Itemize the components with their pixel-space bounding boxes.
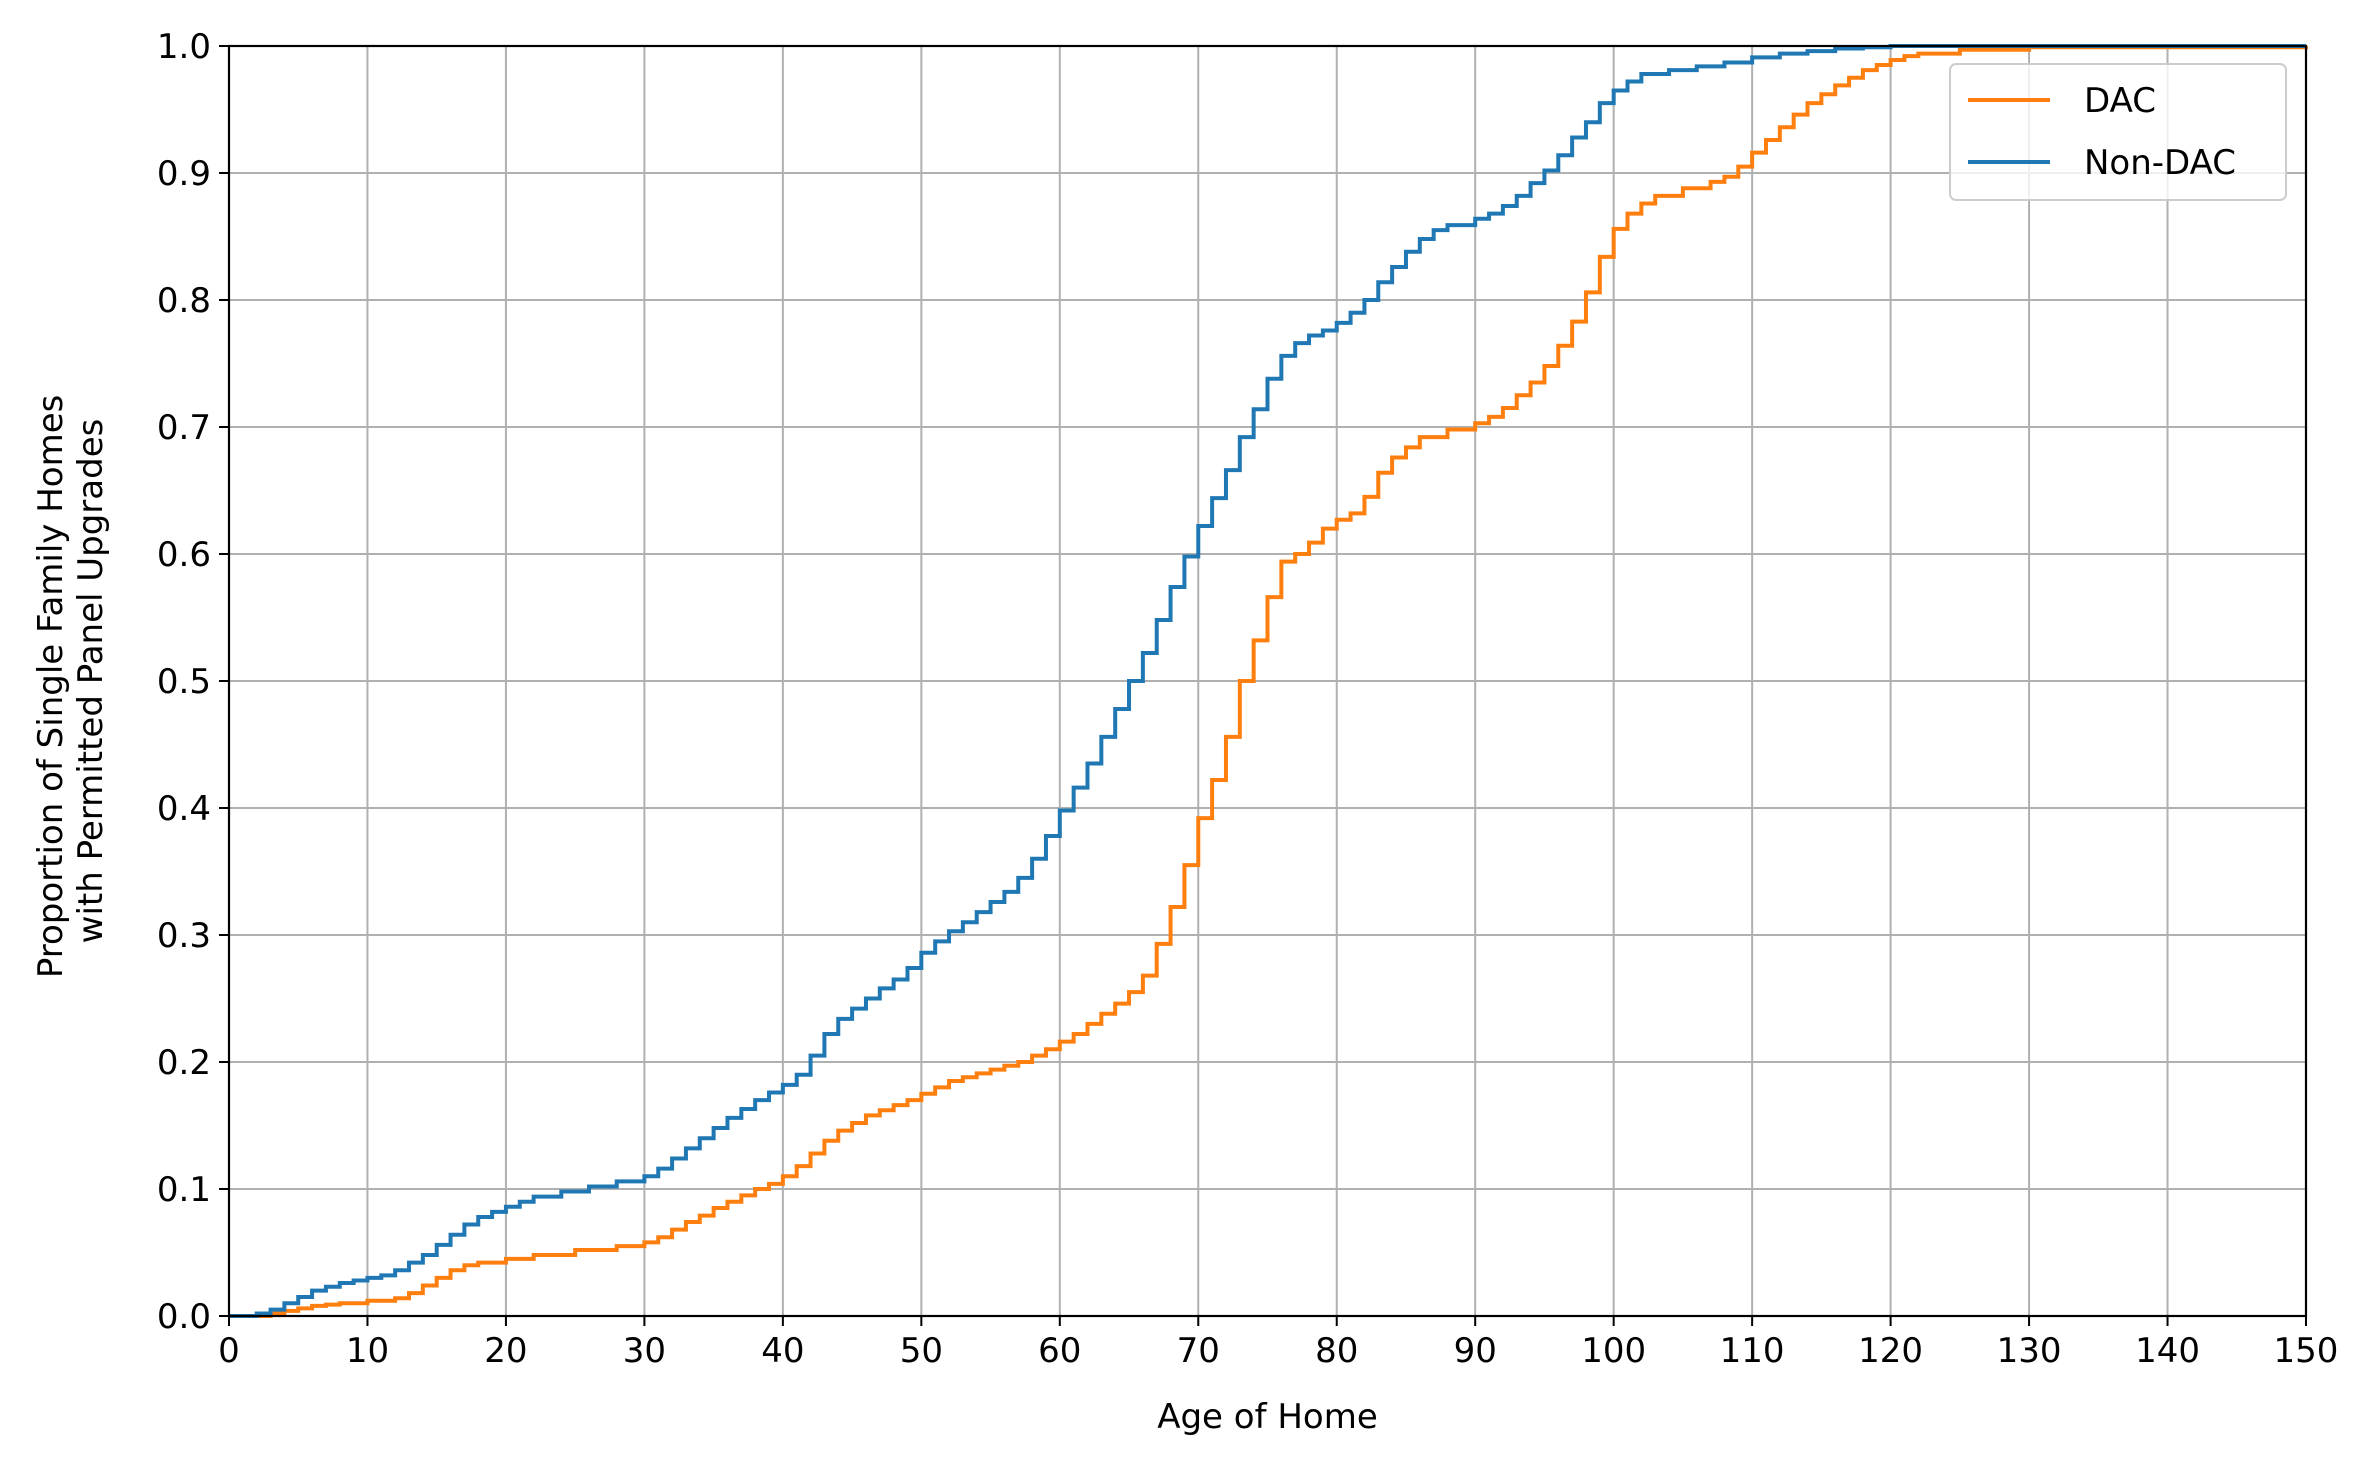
x-tick-label: 10: [346, 1331, 389, 1371]
y-tick-label: 0.7: [157, 408, 211, 448]
y-tick-label: 1.0: [157, 27, 211, 67]
x-tick-label: 120: [1858, 1331, 1923, 1371]
grid-lines: [228, 45, 2307, 1317]
x-tick-label: 60: [1038, 1331, 1081, 1371]
x-tick-label: 110: [1720, 1331, 1785, 1371]
y-tick-label: 0.4: [157, 789, 211, 829]
y-tick-label: 0.6: [157, 535, 211, 575]
x-tick-label: 40: [761, 1331, 804, 1371]
y-tick-label: 0.2: [157, 1043, 211, 1083]
legend: DAC Non-DAC: [1949, 63, 2287, 201]
y-tick-label: 0.1: [157, 1170, 211, 1210]
legend-label-dac: DAC: [2084, 81, 2156, 121]
x-tick-label: 150: [2274, 1331, 2339, 1371]
x-tick-label: 100: [1581, 1331, 1646, 1371]
x-tick-label: 140: [2135, 1331, 2200, 1371]
y-tick-label: 0.0: [157, 1297, 211, 1337]
series-lines: [229, 44, 2308, 1318]
series-line-dac: [229, 45, 2308, 1318]
x-tick-label: 20: [484, 1331, 527, 1371]
x-tick-label: 90: [1454, 1331, 1497, 1371]
legend-label-non-dac: Non-DAC: [2084, 143, 2236, 183]
y-axis-ticks: 0.0 0.1 0.2 0.3 0.4 0.5 0.6 0.7 0.8 0.9 1.0: [157, 27, 229, 1337]
series-line-non-dac: [229, 44, 2306, 1318]
y-axis-label-line-2: with Permitted Panel Upgrades: [71, 419, 111, 944]
x-axis-label: Age of Home: [1157, 1397, 1378, 1437]
y-axis-label-line-1: Proportion of Single Family Homes: [31, 395, 71, 978]
y-tick-label: 0.3: [157, 916, 211, 956]
x-tick-label: 130: [1997, 1331, 2062, 1371]
y-tick-label: 0.8: [157, 281, 211, 321]
x-tick-label: 50: [900, 1331, 943, 1371]
y-tick-label: 0.9: [157, 154, 211, 194]
y-axis-label: Proportion of Single Family Homes with P…: [31, 384, 111, 978]
x-tick-label: 70: [1177, 1331, 1220, 1371]
x-tick-label: 0: [218, 1331, 240, 1371]
x-axis-ticks: 0 10 20 30 40 50 60 70 80 90 100 110 120 130 140 150: [218, 1316, 2338, 1371]
x-tick-label: 80: [1315, 1331, 1358, 1371]
x-tick-label: 30: [623, 1331, 666, 1371]
y-tick-label: 0.5: [157, 662, 211, 702]
